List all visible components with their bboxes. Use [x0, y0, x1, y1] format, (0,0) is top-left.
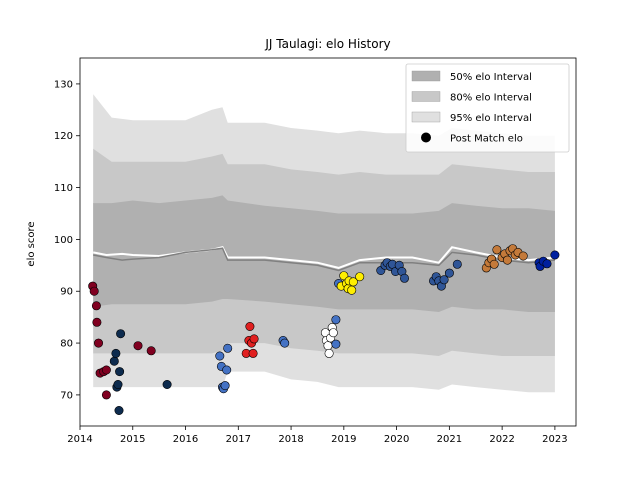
match-point-41	[328, 328, 338, 338]
plot-area: 2014 2015 2016 2017 2018 2019 2020 2021 2022 2023…	[54, 57, 577, 445]
y-tick-label: 70	[60, 390, 73, 401]
match-point-32	[249, 334, 259, 344]
y-tick-label: 100	[54, 235, 73, 246]
y-tick-label: 80	[60, 339, 73, 350]
match-point-16	[114, 405, 124, 415]
y-tick-label: 90	[60, 287, 73, 298]
legend-label: 50% elo Interval	[450, 72, 532, 83]
match-point-43	[331, 315, 341, 325]
elo-line-1	[93, 246, 555, 269]
x-tick-label: 2019	[331, 434, 356, 445]
x-tick-label: 2020	[384, 434, 409, 445]
x-tick-label: 2018	[278, 434, 303, 445]
match-point-51	[348, 277, 358, 287]
match-point-67	[444, 268, 454, 278]
match-point-10	[109, 356, 119, 366]
x-tick-label: 2021	[437, 434, 462, 445]
x-tick-label: 2014	[67, 434, 92, 445]
match-point-76	[502, 255, 512, 265]
data-layer	[88, 94, 560, 415]
legend-swatch	[411, 91, 441, 102]
x-tick-label: 2015	[120, 434, 145, 445]
legend: 50% elo Interval 80% elo Interval 95% elo …	[405, 63, 570, 153]
match-point-15	[116, 329, 126, 339]
match-point-18	[146, 346, 156, 356]
match-point-25	[222, 365, 232, 375]
match-point-42	[331, 339, 341, 349]
match-point-85	[542, 259, 552, 269]
x-tick-label: 2022	[489, 434, 514, 445]
legend-marker	[421, 132, 431, 143]
match-point-4	[92, 317, 102, 327]
match-point-9	[101, 390, 111, 400]
match-point-29	[245, 321, 255, 331]
x-tick-label: 2017	[226, 434, 251, 445]
match-point-24	[220, 381, 230, 391]
x-tick-label: 2016	[173, 434, 198, 445]
match-point-52	[355, 272, 365, 282]
x-tick-label: 2023	[542, 434, 567, 445]
match-point-37	[323, 341, 333, 351]
match-point-66	[439, 275, 449, 285]
legend-swatch	[411, 111, 441, 123]
match-point-11	[111, 348, 121, 358]
match-point-2	[89, 286, 99, 296]
y-tick-label: 110	[54, 183, 73, 194]
legend-label: 95% elo Interval	[450, 113, 532, 124]
legend-box	[405, 63, 570, 153]
match-point-81	[518, 251, 528, 261]
match-point-19	[162, 379, 172, 389]
match-point-34	[280, 338, 290, 348]
match-point-17	[133, 341, 143, 351]
match-point-50	[347, 285, 357, 295]
legend-label: 80% elo Interval	[450, 93, 532, 104]
axes-frame	[79, 57, 577, 427]
y-axis-label: elo score	[26, 221, 37, 266]
chart-title: JJ Taulagi: elo History	[264, 37, 390, 51]
legend-swatch	[411, 70, 441, 82]
match-point-73	[492, 245, 502, 255]
match-point-86	[550, 250, 560, 260]
match-point-13	[113, 379, 123, 389]
match-point-68	[452, 259, 462, 269]
match-point-26	[223, 343, 233, 353]
match-point-8	[101, 365, 111, 375]
match-point-5	[94, 338, 104, 348]
match-point-38	[324, 348, 334, 358]
legend-label: Post Match elo	[450, 134, 523, 145]
y-tick-label: 120	[54, 131, 73, 142]
match-point-14	[115, 367, 125, 377]
elo-line-2	[93, 247, 555, 272]
match-point-20	[215, 351, 225, 361]
y-tick-label: 130	[54, 79, 73, 90]
match-point-31	[248, 348, 258, 358]
match-point-61	[399, 273, 409, 283]
match-point-3	[91, 301, 101, 311]
match-point-72	[489, 259, 499, 269]
